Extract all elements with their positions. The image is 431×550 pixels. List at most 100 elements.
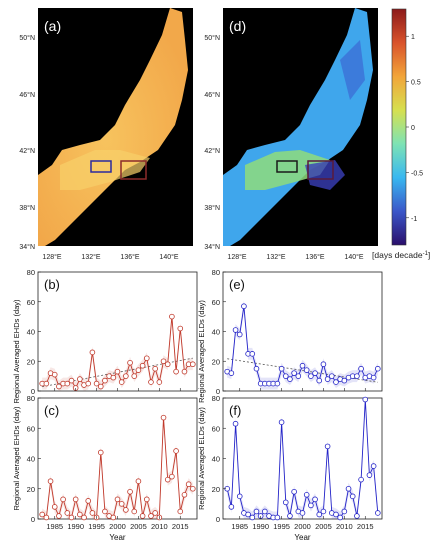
data-point bbox=[232, 327, 239, 333]
data-point bbox=[135, 478, 142, 484]
data-point bbox=[127, 359, 133, 366]
x-tick-label: 2010 bbox=[151, 522, 168, 531]
data-point bbox=[97, 449, 104, 456]
panel-label: (c) bbox=[44, 403, 59, 418]
data-point bbox=[291, 370, 297, 376]
data-point bbox=[249, 351, 256, 357]
data-point bbox=[169, 313, 175, 320]
data-point bbox=[123, 507, 129, 513]
data-point bbox=[370, 374, 377, 381]
data-point bbox=[375, 365, 381, 372]
map-a-warm-patch bbox=[60, 150, 150, 190]
data-point bbox=[241, 303, 247, 310]
map-panel-a: (a) 50°N 46°N 42°N 38°N 34°N 128°E 132°E 136°E… bbox=[19, 8, 193, 261]
data-point bbox=[81, 514, 87, 521]
map-lat-label: 34°N bbox=[204, 243, 220, 251]
data-point bbox=[181, 368, 188, 375]
line-panel-b: 0 20 40 60 80 (b) Regional Averaged EHDs (day) bbox=[12, 268, 198, 404]
data-point bbox=[64, 510, 71, 516]
data-point bbox=[303, 367, 310, 373]
panel-label: (f) bbox=[229, 403, 241, 418]
data-point bbox=[299, 510, 306, 516]
y-tick-label: 40 bbox=[27, 328, 35, 337]
x-tick-label: 2015 bbox=[172, 522, 189, 531]
data-point bbox=[164, 361, 171, 368]
data-point bbox=[320, 361, 327, 368]
data-point bbox=[56, 383, 62, 390]
data-point bbox=[324, 376, 331, 382]
map-lon-label: 128°E bbox=[42, 253, 61, 261]
data-point bbox=[287, 376, 293, 382]
map-d-lat-labels: 50°N 46°N 42°N 38°N 34°N bbox=[204, 34, 220, 251]
data-point bbox=[160, 414, 167, 421]
data-point bbox=[164, 476, 171, 483]
data-point bbox=[185, 481, 192, 488]
data-point bbox=[89, 510, 96, 516]
map-lat-label: 50°N bbox=[204, 34, 220, 42]
y-tick-label: 0 bbox=[31, 515, 35, 524]
x-tick-label: 2015 bbox=[357, 522, 374, 531]
x-axis-label: Year bbox=[294, 533, 311, 542]
data-point bbox=[43, 514, 50, 521]
data-point bbox=[375, 510, 381, 516]
data-point bbox=[72, 496, 79, 503]
y-tick-label: 60 bbox=[27, 298, 35, 307]
data-point bbox=[51, 371, 58, 378]
x-tick-label: 2010 bbox=[336, 522, 353, 531]
data-point bbox=[316, 511, 323, 518]
data-point bbox=[143, 355, 150, 362]
map-panel-d: (d) 50°N 46°N 42°N 38°N 34°N 128°E 132°E 136°E… bbox=[204, 8, 378, 261]
panel-label: (b) bbox=[44, 277, 60, 292]
colorbar-tick-label: -0.5 bbox=[411, 170, 423, 177]
data-point bbox=[139, 513, 146, 519]
data-point bbox=[278, 365, 285, 372]
data-point bbox=[114, 368, 121, 375]
data-point bbox=[287, 513, 293, 519]
map-lon-label: 136°E bbox=[305, 253, 324, 261]
data-point bbox=[312, 370, 318, 376]
plot-frame bbox=[222, 397, 383, 520]
data-point bbox=[349, 493, 356, 500]
data-point bbox=[131, 508, 138, 515]
data-point bbox=[148, 379, 154, 385]
x-tick-label: 1985 bbox=[231, 522, 248, 531]
data-point bbox=[282, 499, 289, 506]
data-point bbox=[77, 376, 83, 382]
map-lon-label: 140°E bbox=[344, 253, 363, 261]
data-point bbox=[354, 373, 360, 379]
data-point bbox=[328, 373, 335, 379]
map-a-lon-labels: 128°E 132°E 136°E 140°E bbox=[42, 253, 178, 261]
data-point bbox=[358, 476, 364, 483]
y-tick-label: 20 bbox=[27, 485, 35, 494]
map-d-panel-label: (d) bbox=[229, 18, 246, 34]
data-point bbox=[262, 508, 268, 515]
colorbar-tick-label: 0.5 bbox=[411, 80, 421, 87]
data-point bbox=[85, 380, 92, 387]
map-lat-label: 38°N bbox=[204, 204, 220, 212]
line-panel-c: 0 20 40 60 80 1985 1990 1995 2000 2005 2010 2015 (c)… bbox=[12, 394, 198, 542]
map-lon-label: 132°E bbox=[266, 253, 285, 261]
data-point bbox=[39, 511, 45, 518]
y-tick-label: 40 bbox=[212, 328, 220, 337]
data-point bbox=[299, 362, 306, 369]
data-point bbox=[152, 365, 158, 372]
data-point bbox=[139, 362, 146, 369]
x-axis-label: Year bbox=[109, 533, 126, 542]
data-point bbox=[102, 377, 108, 384]
data-point bbox=[253, 508, 260, 515]
data-point bbox=[337, 514, 343, 521]
plot-frame bbox=[222, 271, 383, 392]
map-lat-label: 46°N bbox=[19, 91, 35, 99]
data-point bbox=[177, 325, 184, 332]
x-tick-label: 1995 bbox=[88, 522, 105, 531]
y-tick-label: 0 bbox=[216, 387, 220, 396]
map-d-box-east bbox=[307, 160, 334, 180]
map-a-panel-label: (a) bbox=[44, 18, 61, 34]
data-point bbox=[97, 383, 104, 390]
data-point bbox=[333, 379, 339, 385]
map-lat-label: 50°N bbox=[19, 34, 35, 42]
map-lon-label: 132°E bbox=[81, 253, 100, 261]
data-point bbox=[143, 496, 150, 503]
line-panel-e: 0 20 40 60 80 (e) Regional Averaged ELDs (day) bbox=[197, 268, 383, 403]
colorbar: 1 0.5 0 -0.5 -1 [days decade-1] bbox=[372, 8, 430, 260]
